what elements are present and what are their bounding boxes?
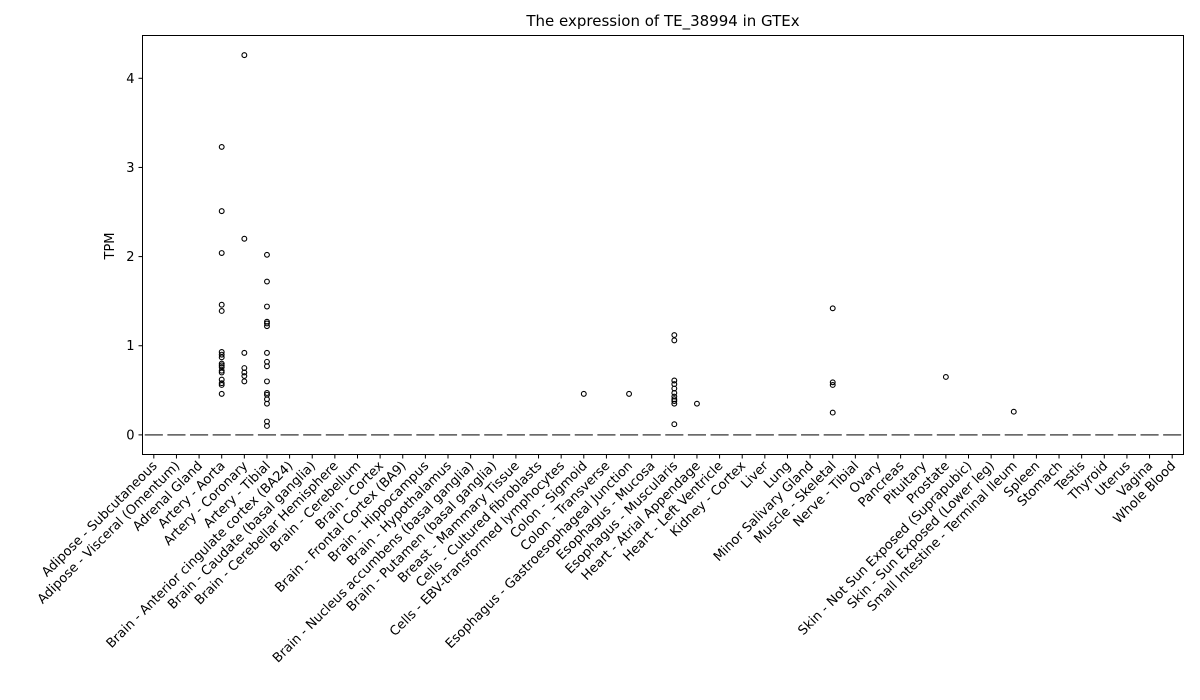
outlier-point	[264, 363, 270, 370]
outlier-point	[580, 390, 587, 397]
y-tick-label: 1	[126, 339, 134, 354]
y-tick-label: 0	[126, 428, 134, 443]
outlier-point	[264, 390, 270, 396]
outlier-point	[671, 398, 678, 404]
outlier-point	[829, 305, 836, 312]
outlier-point	[1010, 408, 1017, 415]
outlier-point	[218, 301, 225, 308]
outlier-point	[218, 390, 225, 397]
outlier-point	[671, 390, 678, 396]
outlier-point	[241, 52, 248, 59]
outlier-point	[626, 390, 633, 397]
outlier-point	[671, 400, 678, 407]
outlier-point	[264, 320, 270, 327]
outlier-point	[671, 337, 678, 344]
outlier-point	[218, 143, 225, 150]
outlier-point	[942, 373, 949, 380]
outlier-point	[241, 235, 248, 242]
outlier-point	[671, 421, 678, 428]
outlier-point	[218, 208, 225, 215]
outlier-point	[264, 423, 270, 429]
outlier-point	[264, 251, 270, 258]
outlier-point	[671, 377, 678, 384]
outlier-point	[264, 303, 270, 310]
outlier-point	[671, 332, 678, 338]
y-axis: 0 1 2 3 4	[126, 72, 143, 443]
y-tick-label: 4	[126, 72, 134, 87]
outlier-point	[264, 400, 270, 407]
outlier-point	[241, 369, 248, 376]
y-tick-label: 3	[126, 161, 134, 176]
outlier-point	[241, 349, 248, 356]
outlier-point	[829, 382, 836, 388]
outlier-point	[218, 250, 225, 256]
y-axis-label: TPM	[103, 233, 118, 261]
outlier-point	[264, 323, 270, 330]
outlier-point	[218, 354, 225, 361]
outlier-point	[218, 369, 225, 376]
outlier-point	[218, 308, 225, 314]
outlier-point	[218, 351, 225, 358]
outlier-point	[693, 400, 700, 407]
chart-title: The expression of TE_38994 in GTEx	[525, 12, 799, 31]
outlier-point	[218, 367, 225, 374]
outlier-point	[264, 278, 270, 285]
plot-area	[144, 52, 1182, 436]
outlier-point	[218, 380, 225, 387]
outlier-point	[829, 409, 836, 416]
y-tick-label: 2	[126, 250, 134, 265]
plot-frame	[142, 35, 1184, 455]
outlier-point	[218, 360, 225, 367]
outlier-point	[829, 379, 836, 386]
outlier-point	[241, 378, 248, 385]
outlier-point	[264, 378, 270, 385]
outlier-point	[264, 349, 270, 356]
outlier-point	[218, 382, 225, 388]
